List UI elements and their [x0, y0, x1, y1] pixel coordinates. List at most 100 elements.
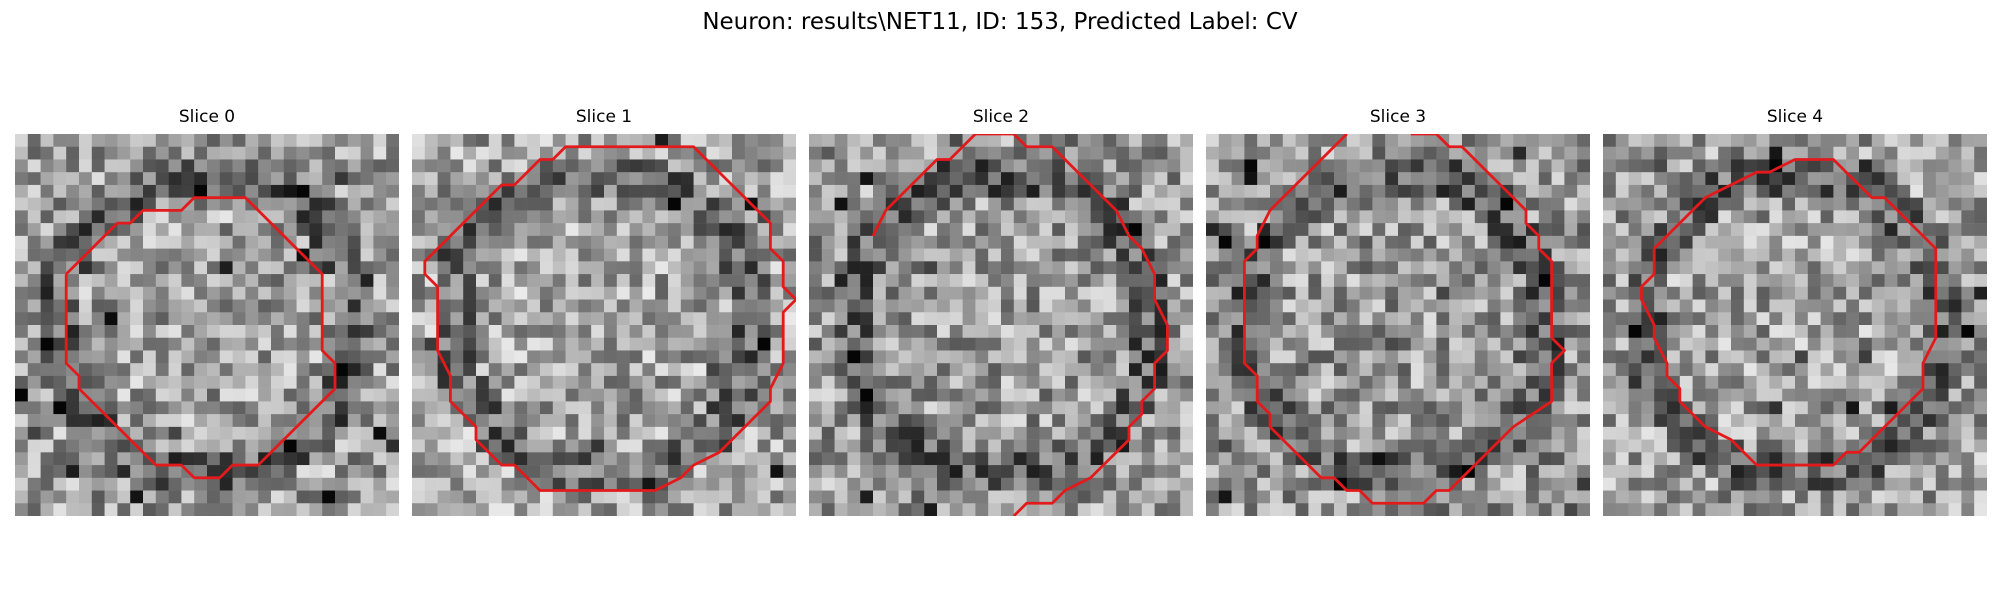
pixel — [1116, 490, 1130, 504]
pixel — [629, 439, 643, 453]
pixel — [1141, 503, 1155, 516]
pixel — [1577, 414, 1590, 428]
pixel — [578, 414, 592, 428]
pixel — [1398, 274, 1412, 288]
pixel — [1462, 159, 1476, 173]
pixel — [1372, 426, 1386, 440]
pixel — [437, 477, 451, 491]
pixel — [1577, 184, 1590, 198]
pixel — [437, 375, 451, 389]
pixel — [847, 274, 861, 288]
pixel — [1513, 261, 1527, 275]
pixel — [1039, 337, 1053, 351]
pixel — [283, 388, 297, 402]
pixel — [1615, 235, 1629, 249]
pixel — [1359, 197, 1373, 211]
pixel — [412, 172, 426, 186]
pixel — [1628, 363, 1642, 377]
pixel — [1154, 223, 1168, 237]
pixel — [130, 172, 144, 186]
pixel — [1513, 337, 1527, 351]
pixel — [706, 312, 720, 326]
pixel — [1897, 299, 1911, 313]
pixel — [873, 235, 887, 249]
pixel — [1795, 414, 1809, 428]
pixel — [91, 503, 105, 516]
pixel — [1833, 210, 1847, 224]
pixel — [693, 299, 707, 313]
pixel — [1603, 465, 1617, 479]
pixel — [309, 274, 323, 288]
pixel — [168, 235, 182, 249]
pixel — [412, 248, 426, 262]
pixel — [706, 350, 720, 364]
pixel — [1859, 337, 1873, 351]
pixel — [1564, 299, 1578, 313]
pixel — [1039, 503, 1053, 516]
pixel — [207, 235, 221, 249]
pixel — [975, 248, 989, 262]
pixel — [117, 248, 131, 262]
pixel — [1551, 439, 1565, 453]
pixel — [476, 248, 490, 262]
pixel — [15, 465, 29, 479]
pixel — [1641, 350, 1655, 364]
pixel — [1346, 465, 1360, 479]
pixel — [1244, 439, 1258, 453]
pixel — [1282, 325, 1296, 338]
pixel — [924, 235, 938, 249]
pixel — [1871, 274, 1885, 288]
pixel — [1820, 465, 1834, 479]
pixel — [219, 337, 233, 351]
pixel — [1692, 401, 1706, 415]
pixel — [1897, 350, 1911, 364]
pixel — [565, 286, 579, 300]
pixel — [1705, 375, 1719, 389]
pixel — [885, 337, 899, 351]
pixel — [706, 325, 720, 338]
pixel — [1423, 414, 1437, 428]
pixel — [1462, 388, 1476, 402]
pixel — [1039, 223, 1053, 237]
pixel — [335, 363, 349, 377]
pixel — [181, 299, 195, 313]
pixel — [1270, 312, 1284, 326]
pixel — [911, 312, 925, 326]
pixel — [1526, 299, 1540, 313]
pixel — [181, 223, 195, 237]
pixel — [1603, 503, 1617, 516]
pixel — [1846, 223, 1860, 237]
pixel — [988, 414, 1002, 428]
pixel — [809, 375, 823, 389]
pixel — [207, 452, 221, 466]
pixel — [1231, 388, 1245, 402]
pixel — [616, 490, 630, 504]
pixel — [1270, 235, 1284, 249]
pixel — [1334, 325, 1348, 338]
pixel — [1410, 350, 1424, 364]
pixel — [514, 299, 528, 313]
pixel — [770, 414, 784, 428]
pixel — [552, 414, 566, 428]
pixel — [207, 159, 221, 173]
pixel — [1154, 490, 1168, 504]
pixel — [501, 325, 515, 338]
pixel — [1487, 197, 1501, 211]
pixel — [232, 490, 246, 504]
pixel — [706, 375, 720, 389]
pixel — [1948, 477, 1962, 491]
pixel — [744, 146, 758, 160]
pixel — [1910, 337, 1924, 351]
pixel — [578, 134, 592, 147]
pixel — [181, 375, 195, 389]
pixel — [1923, 426, 1937, 440]
pixel — [1065, 401, 1079, 415]
pixel — [975, 172, 989, 186]
pixel — [873, 465, 887, 479]
pixel — [1961, 159, 1975, 173]
pixel — [1013, 388, 1027, 402]
pixel — [1436, 325, 1450, 338]
pixel — [847, 426, 861, 440]
pixel — [1551, 312, 1565, 326]
pixel — [1410, 337, 1424, 351]
